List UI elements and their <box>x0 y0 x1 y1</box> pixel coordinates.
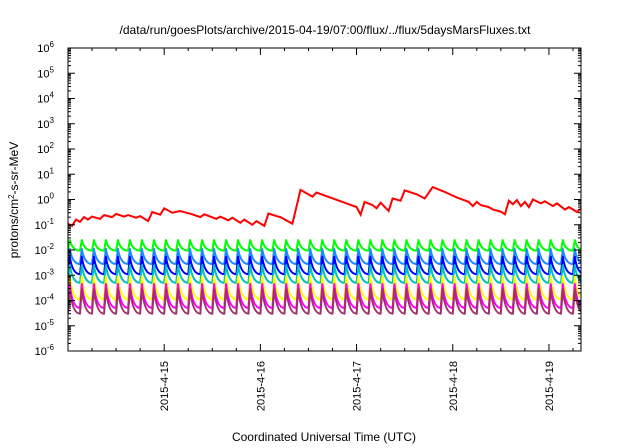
x-tick-label: 2015-4-16 <box>255 361 267 411</box>
y-tick-base: 10 <box>37 119 49 131</box>
y-tick-exponent: 0 <box>50 192 55 201</box>
series-line-1 <box>68 239 581 252</box>
y-tick-base: 10 <box>37 43 49 55</box>
y-tick-base: 10 <box>37 195 49 207</box>
y-tick-base: 10 <box>35 245 47 257</box>
y-tick-label: 10-6 <box>35 343 55 358</box>
y-tick-label: 103 <box>37 116 54 131</box>
y-tick-label: 104 <box>37 91 54 106</box>
x-tick-label: 2015-4-19 <box>544 361 556 411</box>
y-tick-label: 10-1 <box>35 217 55 232</box>
y-tick-base: 10 <box>35 296 47 308</box>
x-tick-label: 2015-4-17 <box>352 361 364 411</box>
y-axis-label: protons/cm2-s-sr-MeV <box>7 142 22 258</box>
y-tick-base: 10 <box>35 270 47 282</box>
y-axis-ticks: 10-610-510-410-310-210-11001011021031041… <box>35 40 581 358</box>
y-axis-label-rest: -s-sr-MeV <box>7 142 21 195</box>
series-layer <box>68 185 581 315</box>
y-tick-base: 10 <box>37 169 49 181</box>
series-line-high <box>68 185 581 228</box>
y-axis-label-unit: protons/cm <box>7 199 21 258</box>
chart-title: /data/run/goesPlots/archive/2015-04-19/0… <box>120 23 532 37</box>
y-tick-exponent: -1 <box>47 217 55 226</box>
y-tick-exponent: 3 <box>50 116 55 125</box>
y-tick-label: 10-4 <box>35 293 55 308</box>
y-tick-label: 10-2 <box>35 242 55 257</box>
y-tick-label: 105 <box>37 65 54 80</box>
series-line-4 <box>68 264 581 284</box>
y-tick-label: 10-5 <box>35 318 55 333</box>
y-tick-exponent: 6 <box>50 40 55 49</box>
y-tick-exponent: -6 <box>47 343 55 352</box>
x-tick-label: 2015-4-15 <box>159 361 171 411</box>
x-axis-label: Coordinated Universal Time (UTC) <box>232 430 416 444</box>
y-tick-exponent: 1 <box>50 166 55 175</box>
y-tick-exponent: 4 <box>50 91 55 100</box>
y-tick-exponent: -2 <box>47 242 55 251</box>
series-line-7 <box>68 288 581 315</box>
y-tick-base: 10 <box>35 346 47 358</box>
x-axis-ticks: 2015-4-15 2015-4-16 2015-4-17 2015-4-18 2015… <box>67 48 574 411</box>
y-axis-label-exponent: 2 <box>7 194 16 199</box>
y-tick-exponent: -4 <box>47 293 55 302</box>
y-tick-label: 100 <box>37 192 54 207</box>
y-tick-exponent: 5 <box>50 65 55 74</box>
y-tick-label: 10-3 <box>35 267 55 282</box>
y-tick-base: 10 <box>35 321 47 333</box>
series-line-2 <box>68 248 581 265</box>
y-tick-base: 10 <box>37 68 49 80</box>
y-tick-exponent: -3 <box>47 267 55 276</box>
y-tick-base: 10 <box>37 144 49 156</box>
x-tick-label: 2015-4-18 <box>448 361 460 411</box>
y-tick-base: 10 <box>37 94 49 106</box>
y-tick-exponent: -5 <box>47 318 55 327</box>
y-tick-base: 10 <box>35 220 47 232</box>
y-tick-exponent: 2 <box>50 141 55 150</box>
y-tick-label: 102 <box>37 141 54 156</box>
y-tick-label: 101 <box>37 166 54 181</box>
y-tick-label: 106 <box>37 40 54 55</box>
